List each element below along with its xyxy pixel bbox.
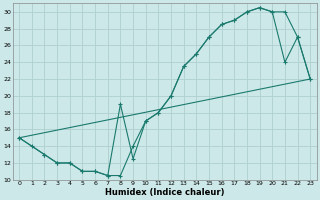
X-axis label: Humidex (Indice chaleur): Humidex (Indice chaleur) — [105, 188, 224, 197]
